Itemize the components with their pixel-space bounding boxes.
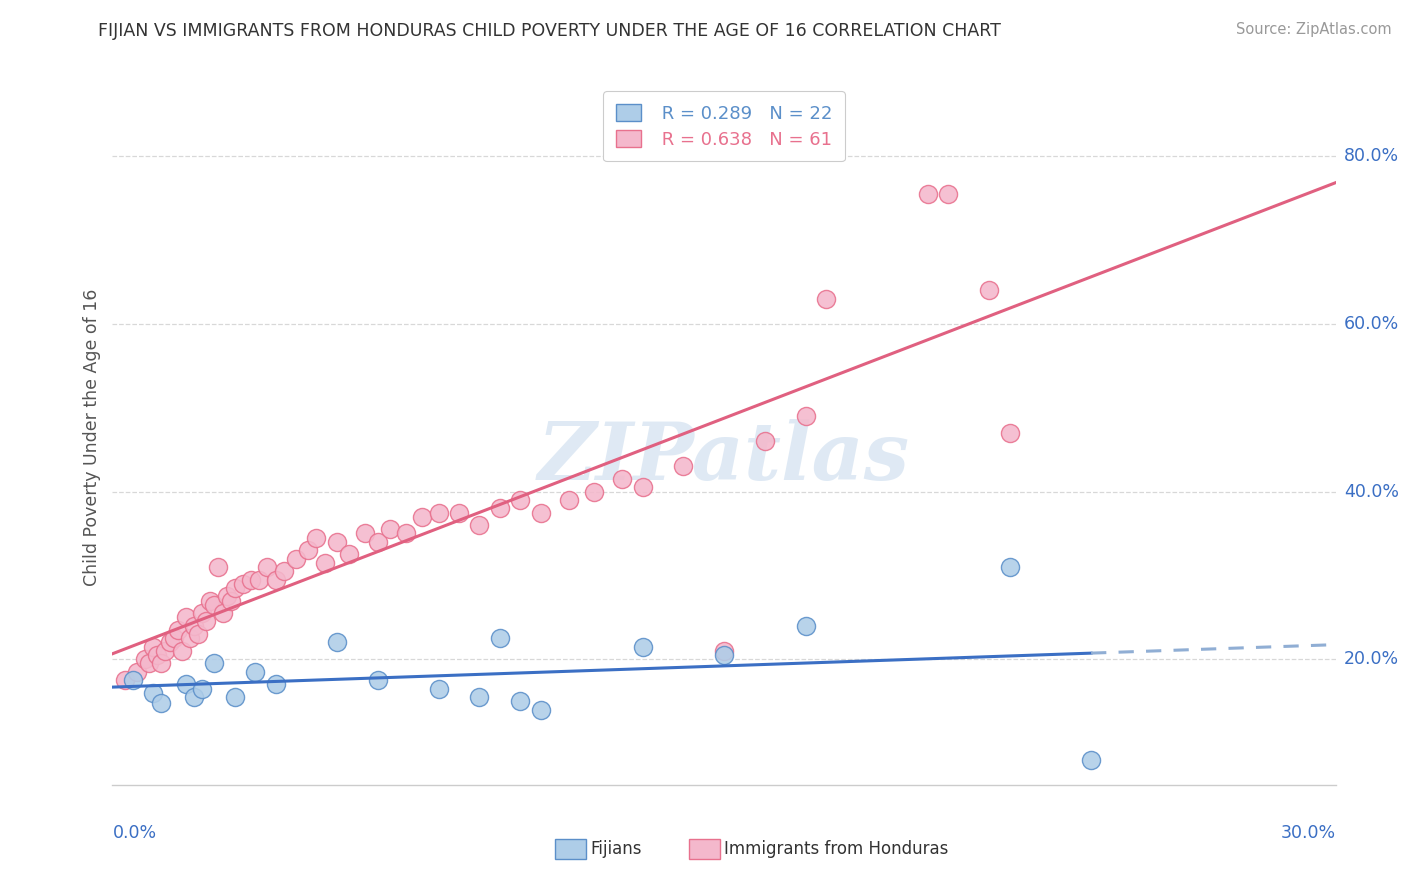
Point — [183, 618, 205, 632]
Point — [713, 644, 735, 658]
Point — [174, 677, 197, 691]
Point — [395, 526, 418, 541]
Point — [183, 690, 205, 704]
Point — [211, 606, 233, 620]
Point — [297, 543, 319, 558]
Point — [247, 573, 270, 587]
Text: ZIPatlas: ZIPatlas — [538, 419, 910, 497]
Point — [232, 576, 254, 591]
Point — [427, 681, 450, 696]
Point — [163, 632, 186, 646]
Point — [582, 484, 605, 499]
Point — [150, 696, 173, 710]
Y-axis label: Child Poverty Under the Age of 16: Child Poverty Under the Age of 16 — [83, 288, 101, 586]
Point — [610, 472, 633, 486]
Point — [447, 506, 470, 520]
Text: 20.0%: 20.0% — [1344, 650, 1399, 668]
Point — [179, 632, 201, 646]
Point — [631, 480, 654, 494]
Point — [794, 618, 817, 632]
Point — [509, 492, 531, 507]
Point — [558, 492, 581, 507]
Text: 0.0%: 0.0% — [112, 824, 156, 842]
Point — [284, 551, 308, 566]
Point — [224, 581, 246, 595]
Point — [713, 648, 735, 662]
Point — [204, 598, 226, 612]
Point — [326, 635, 349, 649]
Text: FIJIAN VS IMMIGRANTS FROM HONDURAS CHILD POVERTY UNDER THE AGE OF 16 CORRELATION: FIJIAN VS IMMIGRANTS FROM HONDURAS CHILD… — [98, 22, 1001, 40]
Point — [125, 665, 148, 679]
Point — [314, 556, 336, 570]
Point — [264, 677, 287, 691]
Text: Fijians: Fijians — [591, 840, 643, 858]
Point — [468, 690, 491, 704]
Point — [187, 627, 209, 641]
Point — [337, 548, 360, 562]
Point — [174, 610, 197, 624]
Point — [354, 526, 377, 541]
Point — [1080, 753, 1102, 767]
Point — [378, 522, 401, 536]
Point — [224, 690, 246, 704]
Point — [146, 648, 169, 662]
Point — [631, 640, 654, 654]
Point — [815, 292, 838, 306]
Point — [142, 640, 165, 654]
Point — [134, 652, 156, 666]
Point — [672, 459, 695, 474]
Point — [979, 284, 1001, 298]
Point — [195, 615, 218, 629]
Point — [468, 518, 491, 533]
Text: 80.0%: 80.0% — [1344, 147, 1399, 165]
Point — [529, 506, 551, 520]
Point — [917, 186, 939, 201]
Point — [256, 560, 278, 574]
Point — [998, 425, 1021, 440]
Point — [166, 623, 188, 637]
Text: Immigrants from Honduras: Immigrants from Honduras — [724, 840, 949, 858]
Text: 60.0%: 60.0% — [1344, 315, 1399, 333]
Point — [200, 593, 222, 607]
Text: Source: ZipAtlas.com: Source: ZipAtlas.com — [1236, 22, 1392, 37]
Point — [794, 409, 817, 424]
Point — [489, 632, 512, 646]
Point — [170, 644, 193, 658]
Point — [114, 673, 136, 688]
Point — [155, 644, 177, 658]
Legend:  R = 0.289   N = 22,  R = 0.638   N = 61: R = 0.289 N = 22, R = 0.638 N = 61 — [603, 91, 845, 161]
Point — [305, 531, 328, 545]
Point — [427, 506, 450, 520]
Point — [204, 657, 226, 671]
Point — [191, 606, 214, 620]
Point — [264, 573, 287, 587]
Point — [366, 534, 388, 549]
Point — [138, 657, 160, 671]
Point — [326, 534, 349, 549]
Point — [245, 665, 267, 679]
Point — [366, 673, 388, 688]
Point — [273, 564, 295, 578]
Point — [191, 681, 214, 696]
Point — [240, 573, 263, 587]
Point — [215, 590, 238, 604]
Point — [142, 686, 165, 700]
Point — [754, 434, 776, 449]
Point — [122, 673, 145, 688]
Text: 30.0%: 30.0% — [1281, 824, 1336, 842]
Point — [159, 635, 181, 649]
Point — [489, 501, 512, 516]
Point — [509, 694, 531, 708]
Point — [219, 593, 242, 607]
Point — [936, 186, 959, 201]
Point — [529, 702, 551, 716]
Point — [411, 509, 433, 524]
Point — [150, 657, 173, 671]
Text: 40.0%: 40.0% — [1344, 483, 1399, 500]
Point — [998, 560, 1021, 574]
Point — [207, 560, 229, 574]
